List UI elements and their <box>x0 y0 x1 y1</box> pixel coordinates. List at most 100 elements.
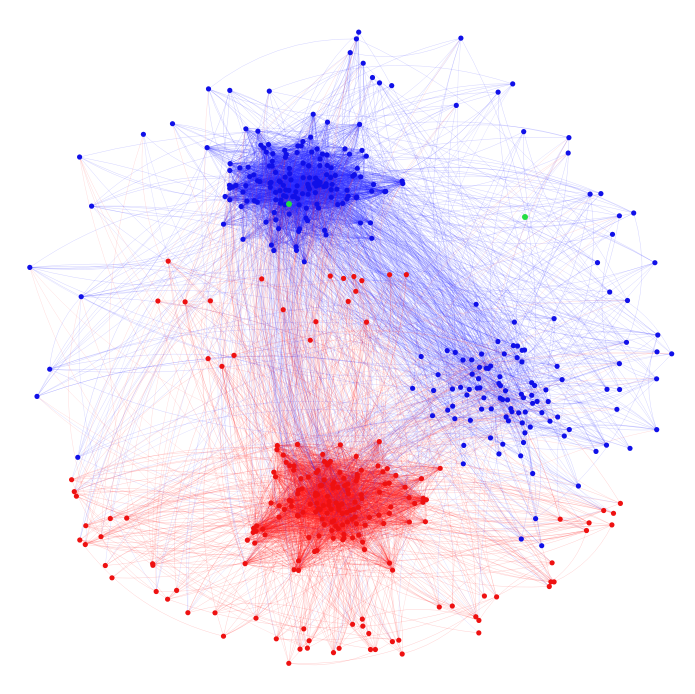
graph-edge <box>273 196 293 251</box>
graph-edge <box>311 114 321 166</box>
graph-edge <box>241 165 270 207</box>
graph-edge <box>302 124 360 164</box>
graph-edge <box>280 153 350 201</box>
graph-edge <box>273 190 348 251</box>
graph-edge <box>239 167 305 263</box>
graph-edge <box>307 165 325 231</box>
graph-edge <box>356 183 403 198</box>
graph-edge <box>230 163 272 183</box>
graph-edge <box>298 151 315 232</box>
graph-edge <box>296 152 403 185</box>
graph-edge <box>207 147 308 185</box>
graph-edge <box>285 157 357 198</box>
graph-edge <box>229 157 286 172</box>
graph-edge <box>225 165 321 197</box>
graph-edge <box>265 145 298 223</box>
graph-edge <box>294 196 361 224</box>
graph-edge <box>283 195 361 224</box>
graph-edge <box>232 169 361 188</box>
graph-edge <box>295 191 338 205</box>
graph-edge <box>296 185 332 198</box>
graph-edge <box>308 186 372 196</box>
graph-edge <box>316 148 348 191</box>
graph-edge <box>301 145 348 200</box>
graph-edge <box>235 182 271 188</box>
graph-edge <box>229 147 264 164</box>
graph-edge <box>272 146 346 162</box>
graph-edge <box>308 165 372 239</box>
graph-edge <box>278 184 309 229</box>
graph-edge <box>229 153 323 186</box>
graph-edge <box>271 182 321 246</box>
graph-edge <box>245 185 300 206</box>
graph-edge <box>232 148 318 188</box>
graph-edge <box>229 180 403 199</box>
graph-edge <box>316 148 331 178</box>
graph-edge <box>248 166 309 195</box>
graph-edge <box>327 121 361 177</box>
graph-edge <box>257 180 297 251</box>
graph-edge <box>268 140 350 155</box>
graph-edge <box>266 151 343 204</box>
graph-edge <box>302 141 327 175</box>
graph-edge <box>229 175 286 186</box>
graph-edge <box>273 217 307 251</box>
graph-edge <box>302 153 367 164</box>
graph-edge <box>332 184 374 189</box>
graph-edge <box>296 151 312 186</box>
graph-edge <box>284 176 317 187</box>
graph-edge <box>305 180 403 219</box>
graph-edge <box>229 151 312 189</box>
graph-edge <box>297 145 367 159</box>
graph-edge <box>295 174 327 193</box>
graph-edge <box>307 196 358 222</box>
graph-edge <box>265 204 338 223</box>
graph-edge <box>268 144 308 185</box>
graph-edge <box>242 189 332 240</box>
graph-edge <box>302 187 337 194</box>
graph-edge <box>265 195 284 223</box>
graph-edge <box>229 153 350 189</box>
graph-edge <box>242 217 307 240</box>
graph-edge <box>315 153 350 179</box>
graph-edge <box>239 146 363 169</box>
graph-edge <box>335 124 360 176</box>
graph-edge <box>287 203 298 247</box>
graph-edge <box>265 151 303 194</box>
graph-edge <box>289 173 357 198</box>
graph-edge <box>284 145 298 178</box>
graph-edge <box>370 191 387 223</box>
graph-edge <box>239 167 355 183</box>
graph-edge <box>245 128 312 153</box>
graph-edge <box>224 183 309 197</box>
graph-edge <box>229 153 273 164</box>
graph-edge <box>245 185 272 246</box>
graph-edge <box>335 124 360 176</box>
graph-edge <box>315 175 374 185</box>
graph-edge <box>271 153 281 204</box>
graph-edge <box>350 124 360 177</box>
graph-edge <box>207 144 261 152</box>
graph-edge <box>260 145 272 183</box>
graph-edge <box>229 146 318 164</box>
graph-edge <box>295 153 323 251</box>
graph-edge <box>311 151 327 231</box>
graph-edge <box>229 198 348 211</box>
graph-edge <box>299 174 355 206</box>
graph-edge <box>308 165 372 192</box>
graph-edge <box>331 191 386 200</box>
graph-edge <box>235 185 357 204</box>
graph-edge <box>302 141 403 184</box>
graph-edge <box>275 148 318 220</box>
graph-edge <box>331 188 385 198</box>
graph-edge <box>304 198 348 263</box>
graph-edge <box>249 176 374 193</box>
graph-edge <box>285 157 293 215</box>
graph-edge <box>296 150 363 186</box>
graph-edge <box>259 152 298 182</box>
graph-edge <box>206 147 327 177</box>
graph-edge <box>246 200 300 230</box>
graph-edge <box>275 186 309 221</box>
graph-edge <box>296 152 309 185</box>
graph-edge <box>248 166 332 198</box>
